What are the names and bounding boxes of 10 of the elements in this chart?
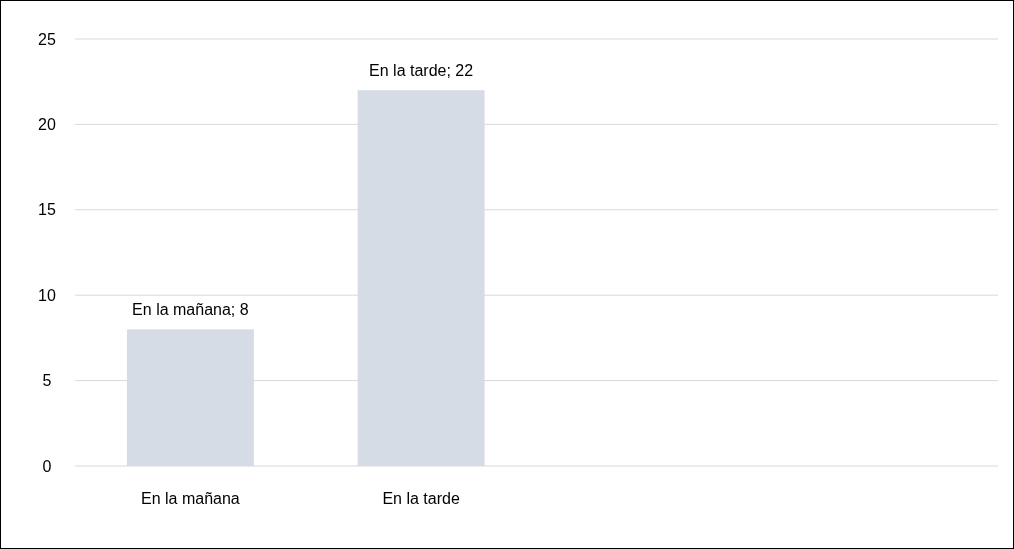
y-tick-label: 5: [42, 372, 52, 390]
y-tick-label: 20: [38, 116, 56, 133]
y-tick-label: 0: [42, 457, 52, 475]
data-label: En la tarde; 22: [369, 62, 474, 80]
y-tick-label: 10: [38, 286, 56, 304]
x-tick-label: En la mañana: [141, 490, 240, 507]
y-tick-label: 25: [38, 30, 56, 48]
y-tick-label: 15: [38, 201, 56, 219]
x-tick-label: En la tarde: [382, 490, 460, 507]
data-label: En la mañana; 8: [132, 301, 249, 319]
